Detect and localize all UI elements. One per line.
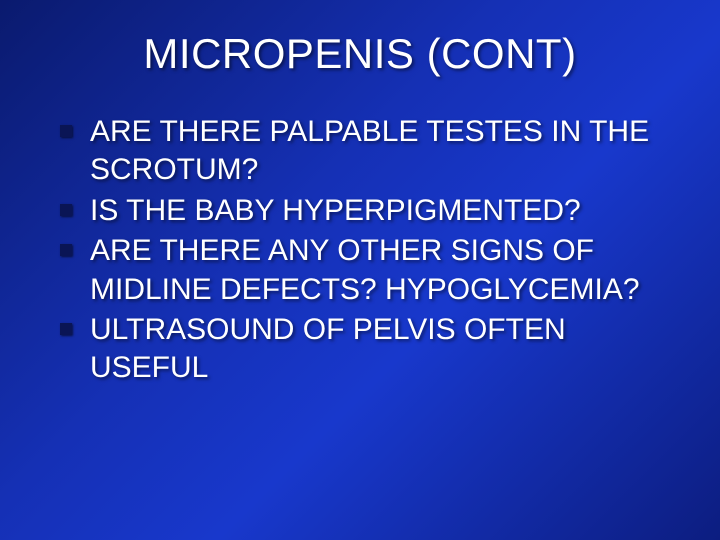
bullet-text: ARE THERE ANY OTHER SIGNS OF MIDLINE DEF… (90, 232, 680, 309)
bullet-text: ARE THERE PALPABLE TESTES IN THE SCROTUM… (90, 113, 680, 190)
list-item: ARE THERE ANY OTHER SIGNS OF MIDLINE DEF… (60, 232, 680, 309)
list-item: IS THE BABY HYPERPIGMENTED? (60, 192, 680, 230)
square-bullet-icon (60, 204, 72, 216)
list-item: ULTRASOUND OF PELVIS OFTEN USEFUL (60, 311, 680, 388)
slide-container: MICROPENIS (CONT) ARE THERE PALPABLE TES… (0, 0, 720, 540)
square-bullet-icon (60, 125, 72, 137)
square-bullet-icon (60, 323, 72, 335)
square-bullet-icon (60, 244, 72, 256)
list-item: ARE THERE PALPABLE TESTES IN THE SCROTUM… (60, 113, 680, 190)
bullet-text: ULTRASOUND OF PELVIS OFTEN USEFUL (90, 311, 680, 388)
slide-title: MICROPENIS (CONT) (40, 30, 680, 78)
bullet-list: ARE THERE PALPABLE TESTES IN THE SCROTUM… (40, 113, 680, 388)
bullet-text: IS THE BABY HYPERPIGMENTED? (90, 192, 581, 230)
